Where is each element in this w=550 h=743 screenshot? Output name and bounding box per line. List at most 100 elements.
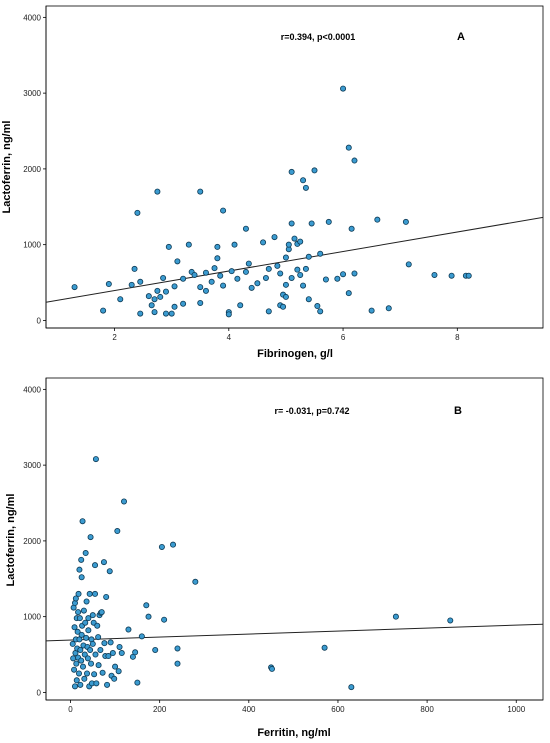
panel-a-data-point (202, 287, 209, 294)
panel-a-data-point (282, 293, 289, 300)
panel-b-regression-line (45, 623, 544, 642)
panel-a-data-point (402, 218, 409, 225)
panel-a-data-point (145, 293, 152, 300)
panel-b-data-point (348, 684, 355, 691)
panel-a-data-point (351, 270, 358, 277)
panel-b-data-point (105, 653, 112, 660)
panel-b-data-point (143, 602, 150, 609)
panel-a-data-point (317, 308, 324, 315)
panel-a-data-point (297, 271, 304, 278)
panel-b-data-point (79, 518, 86, 525)
panel-b-data-point (145, 613, 152, 620)
panel-a-data-point (157, 293, 164, 300)
panel-b-data-point (83, 634, 90, 641)
panel-b-data-point (72, 595, 79, 602)
panel-b-data-point (89, 640, 96, 647)
panel-b-data-point (114, 528, 121, 535)
panel-b-data-point (104, 681, 111, 688)
panel-a-letter: A (457, 31, 465, 43)
panel-b-data-point (78, 556, 85, 563)
panel-a-data-point (185, 241, 192, 248)
panel-a-data-point (160, 274, 167, 281)
panel-b-data-point (76, 615, 83, 622)
panel-b-x-tick-label: 600 (331, 705, 345, 714)
panel-b-data-point (109, 650, 116, 657)
panel-b-data-point (76, 566, 83, 573)
panel-b-data-point (112, 663, 119, 670)
panel-a-y-axis-title: Lactoferrin, ng/ml (1, 121, 13, 214)
panel-a-data-point (171, 283, 178, 290)
panel-b-data-point (111, 675, 118, 682)
panel-b-data-point (138, 633, 145, 640)
panel-b-data-point (93, 680, 100, 687)
panel-b-data-point (118, 650, 125, 657)
panel-a-data-point (288, 274, 295, 281)
panel-a-data-point (305, 253, 312, 260)
panel-a-data-point (262, 274, 269, 281)
panel-a-data-point (180, 300, 187, 307)
panel-b-data-point (83, 598, 90, 605)
panel-b-data-point (92, 456, 99, 463)
panel-b-data-point (95, 634, 102, 641)
panel-a-data-point (220, 207, 227, 214)
panel-b-letter: B (454, 405, 462, 417)
panel-a-data-point (302, 184, 309, 191)
panel-a-ticks: 2 4 6 8 0 1000 2000 3000 4000 (23, 13, 460, 342)
panel-a-y-tick-label: 0 (37, 316, 42, 325)
panel-b-x-axis-title: Ferritin, ng/ml (257, 727, 330, 739)
panel-a-data-point (151, 309, 158, 316)
panel-a-data-point (234, 275, 241, 282)
panel-a-data-point (265, 265, 272, 272)
panel-a-data-point (314, 303, 321, 310)
panel-a-plot-area (45, 5, 544, 329)
panel-b-data-point (74, 628, 81, 635)
panel-a-data-point (260, 239, 267, 246)
panel-a-data-point (217, 272, 224, 279)
panel-b-data-point (99, 669, 106, 676)
panel-a-data-point (288, 168, 295, 175)
panel-a-data-point (265, 308, 272, 315)
panel-b-data-point (73, 660, 80, 667)
panel-a-x-axis-title: Fibrinogen, g/l (257, 348, 333, 360)
panel-a-data-point (225, 311, 232, 318)
panel-b-data-point (87, 646, 94, 653)
panel-b-data-point (70, 655, 77, 662)
panel-a-data-point (300, 177, 307, 184)
panel-a-data-point (305, 296, 312, 303)
panel-b-data-point (125, 626, 132, 633)
panel-a-data-point (345, 144, 352, 151)
panel-b-data-point (134, 679, 141, 686)
panel-b-data-point (78, 657, 85, 664)
panel-a-data-point (162, 288, 169, 295)
panel-b-data-point (81, 675, 88, 682)
panel-a-data-point (162, 310, 169, 317)
panel-a-data-point (171, 303, 178, 310)
panel-b-y-tick-label: 3000 (23, 461, 41, 470)
panel-b-data-point (91, 671, 98, 678)
panel-b-data-point (161, 616, 168, 623)
panel-b-data-point (170, 541, 177, 548)
panel-a-data-point (385, 305, 392, 312)
panel-a-y-tick-label: 1000 (23, 241, 41, 250)
panel-b-data-point (392, 613, 399, 620)
panel-a-data-point (254, 280, 261, 287)
panel-b-data-point (87, 534, 94, 541)
panel-b-y-tick-label: 1000 (23, 613, 41, 622)
panel-b: 0 200 400 600 800 1000 0 1000 2000 3000 4000 r= -0… (5, 377, 544, 739)
panel-b-y-axis-title: Lactoferrin, ng/ml (5, 494, 17, 587)
panel-a-data-point (197, 284, 204, 291)
panel-b-data-point (89, 612, 96, 619)
panel-a-x-tick-label: 8 (455, 333, 460, 342)
panel-b-data-point (152, 646, 159, 653)
panel-a-data-point (317, 250, 324, 257)
panel-b-data-point (84, 655, 91, 662)
panel-b-y-tick-label: 0 (37, 688, 42, 697)
panel-a-data-point (137, 278, 144, 285)
panel-a-data-point (340, 85, 347, 92)
panel-b-data-point (85, 627, 92, 634)
panel-a-data-point (248, 284, 255, 291)
panel-b-data-point (69, 640, 76, 647)
panel-a-data-point (374, 216, 381, 223)
panel-b-data-point (92, 590, 99, 597)
